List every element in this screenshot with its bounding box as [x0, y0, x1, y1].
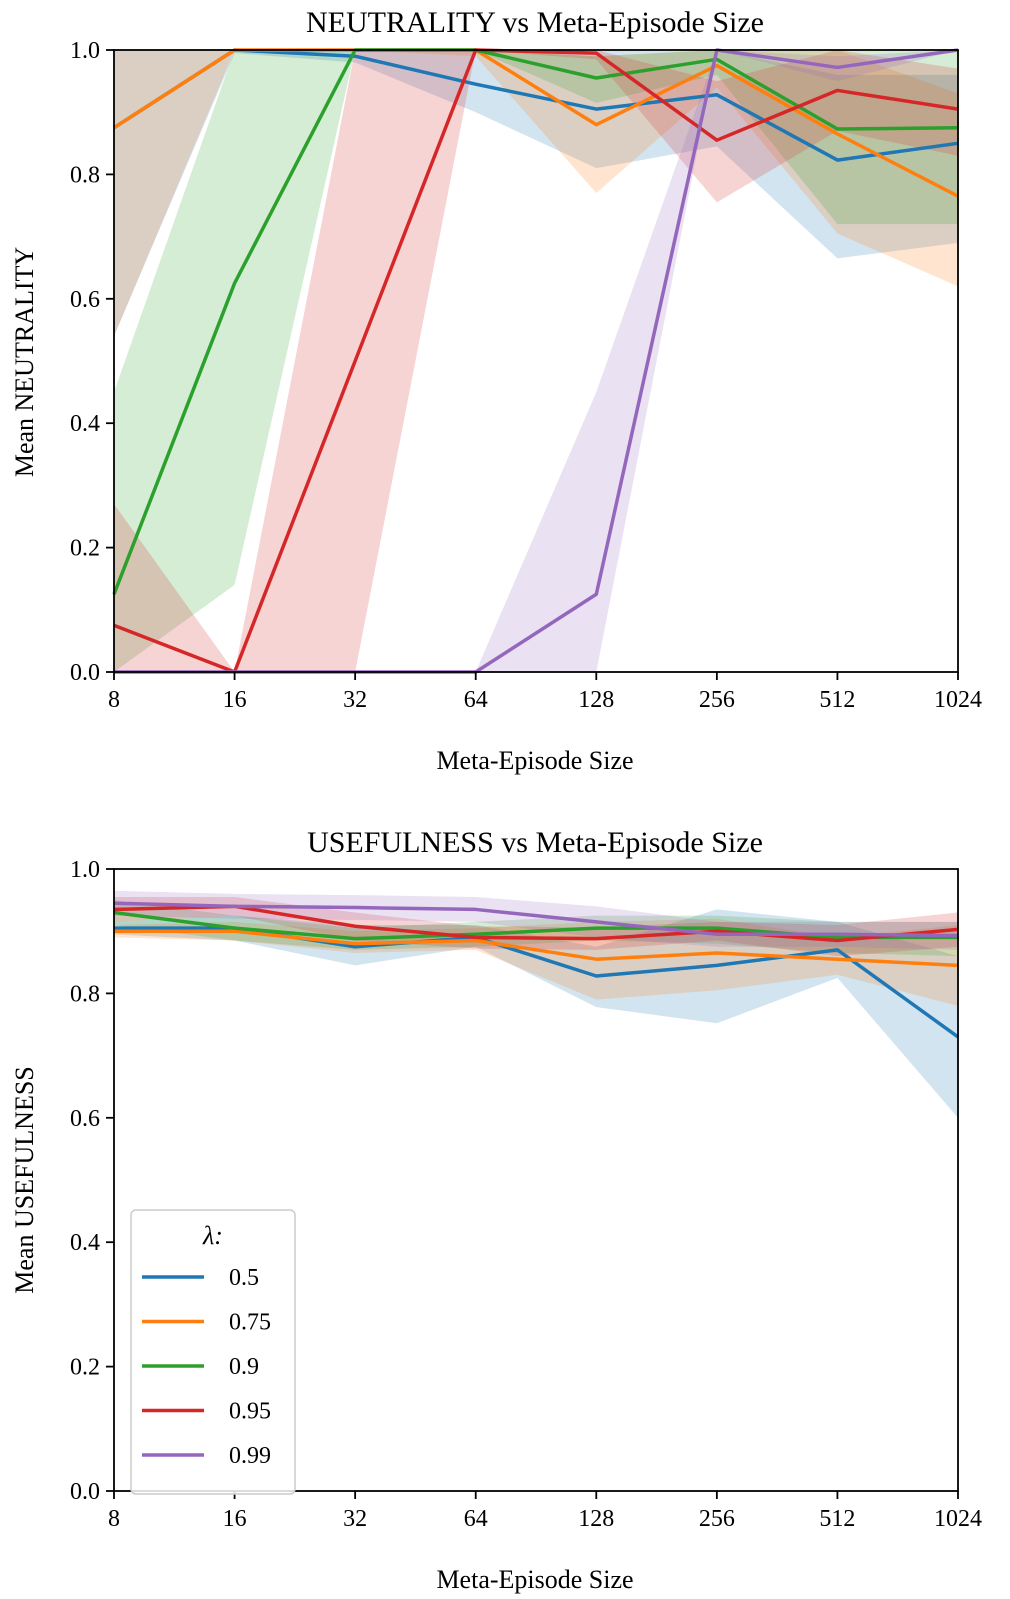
- plot-area: 8 16 32 64 128 256 512 1024 0.0 0.2 0.4 0.6 0.8 1.0: [70, 38, 982, 713]
- x-tick-label: 8: [108, 687, 120, 713]
- legend-label: 0.99: [229, 1443, 271, 1469]
- legend-label: 0.5: [229, 1265, 259, 1291]
- legend-label: 0.75: [229, 1310, 271, 1336]
- x-tick-label: 8: [108, 1506, 120, 1532]
- axes-frame: [113, 868, 959, 1492]
- x-tick-label: 32: [343, 1506, 367, 1532]
- usefulness-panel: USEFULNESS vs Meta-Episode Size Meta-Epi…: [10, 826, 982, 1594]
- y-tick-label: 0.6: [70, 1106, 100, 1132]
- confidence-bands: [114, 890, 958, 1118]
- neutrality-panel: NEUTRALITY vs Meta-Episode Size Meta-Epi…: [10, 6, 982, 775]
- x-tick-label: 128: [578, 687, 614, 713]
- y-tick-label: 0.8: [70, 162, 100, 188]
- confidence-band-0_75: [114, 50, 958, 337]
- y-tick-label: 1.0: [70, 857, 100, 883]
- series-line-0_9: [112, 48, 959, 595]
- legend-item: 0.9: [142, 1354, 259, 1380]
- legend: λ: 0.5 0.75 0.9 0.95 0.99: [130, 1209, 296, 1495]
- legend-item: 0.99: [142, 1443, 271, 1469]
- x-tick-label: 16: [223, 1506, 247, 1532]
- x-tick-label: 1024: [934, 1506, 982, 1532]
- series-line-0_99: [113, 901, 959, 938]
- legend-title: λ:: [202, 1221, 223, 1250]
- y-tick-label: 1.0: [70, 38, 100, 64]
- y-tick-label: 0.2: [70, 536, 100, 562]
- confidence-band-0_95: [114, 896, 958, 957]
- x-tick-label: 256: [699, 687, 735, 713]
- chart-title: USEFULNESS vs Meta-Episode Size: [307, 826, 763, 859]
- series-line-0_95: [113, 48, 959, 674]
- x-tick-label: 512: [819, 687, 855, 713]
- confidence-band-0_5: [114, 50, 958, 337]
- legend-item: 0.75: [142, 1310, 271, 1336]
- x-tick-label: 32: [343, 687, 367, 713]
- y-tick-label: 0.0: [70, 660, 100, 686]
- series-line-0_95: [113, 904, 959, 943]
- legend-item: 0.95: [142, 1399, 271, 1425]
- x-tick-label: 128: [578, 1506, 614, 1532]
- x-tick-label: 16: [223, 687, 247, 713]
- confidence-bands: [114, 50, 958, 672]
- axes-frame: [113, 49, 959, 673]
- confidence-band-0_99: [114, 50, 958, 672]
- series-line-0_75: [114, 929, 959, 968]
- y-axis-label: Mean NEUTRALITY: [10, 247, 39, 478]
- x-tick-label: 64: [464, 687, 488, 713]
- confidence-band-0_95: [114, 50, 958, 672]
- confidence-band-0_9: [114, 50, 958, 672]
- legend-frame: [130, 1209, 296, 1495]
- y-tick-label: 0.4: [70, 411, 100, 437]
- y-tick-label: 0.8: [70, 981, 100, 1007]
- x-tick-label: 1024: [934, 687, 982, 713]
- series-lines: [113, 901, 960, 1039]
- x-tick-label: 512: [819, 1506, 855, 1532]
- x-tick-label: 64: [464, 1506, 488, 1532]
- x-axis-label: Meta-Episode Size: [436, 746, 633, 775]
- y-tick-label: 0.4: [70, 1230, 100, 1256]
- x-tick-label: 256: [699, 1506, 735, 1532]
- y-tick-label: 0.6: [70, 287, 100, 313]
- chart-title: NEUTRALITY vs Meta-Episode Size: [306, 6, 764, 39]
- y-tick-label: 0.0: [70, 1479, 100, 1505]
- y-axis-label: Mean USEFULNESS: [10, 1066, 39, 1294]
- x-axis-label: Meta-Episode Size: [436, 1565, 633, 1594]
- legend-label: 0.95: [229, 1399, 271, 1425]
- y-tick-label: 0.2: [70, 1355, 100, 1381]
- legend-item: 0.5: [142, 1265, 259, 1291]
- plot-area: 8 16 32 64 128 256 512 1024 0.0 0.2 0.4 0.6 0.8 1.0: [70, 857, 982, 1532]
- legend-label: 0.9: [229, 1354, 259, 1380]
